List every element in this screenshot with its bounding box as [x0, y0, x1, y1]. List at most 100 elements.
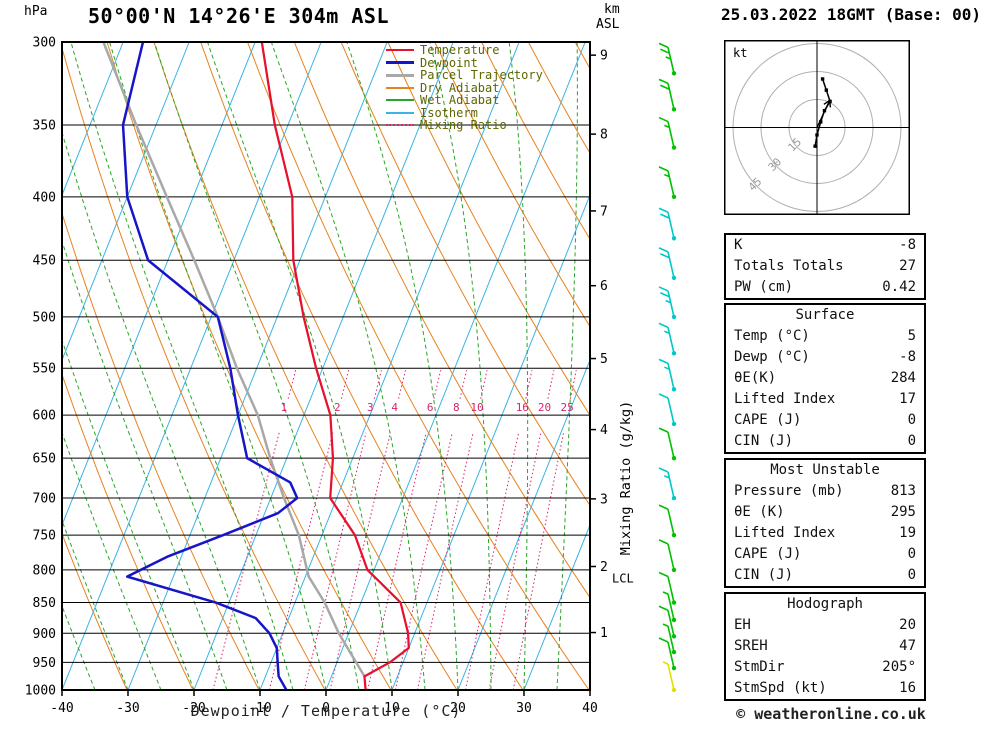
- temp-tick-label: -20: [182, 701, 205, 716]
- wind-barb: [662, 661, 677, 693]
- pressure-tick-label: 1000: [25, 684, 56, 699]
- height-unit-km: km: [604, 2, 620, 17]
- stat-label: Temp (°C): [734, 328, 810, 344]
- mixing-ratio-label: 3: [367, 401, 374, 414]
- pressure-tick-labels: 300 350 400 450 500 550 600 650 700 750 800 850 900 9…: [25, 36, 56, 699]
- wind-barb: [658, 393, 677, 427]
- height-tick-label: 6: [600, 279, 608, 294]
- mixing-ratio-labels: 1 2 3 4 6 8 10 16 20 25: [281, 401, 574, 414]
- legend-item-dry-adiabat: Dry Adiabat: [386, 80, 543, 95]
- legend-label: Dry Adiabat: [420, 80, 500, 95]
- table-title: Hodograph: [787, 596, 863, 612]
- legend-label: Parcel Trajectory: [420, 68, 543, 83]
- wind-barb: [658, 605, 677, 639]
- height-tick-label: 7: [600, 204, 608, 219]
- wind-barb: [662, 623, 677, 655]
- wind-barbs: [658, 42, 677, 693]
- legend: Temperature Dewpoint Parcel Trajectory D…: [386, 43, 543, 133]
- pressure-tick-label: 600: [33, 409, 56, 424]
- legend-item-wet-adiabat: Wet Adiabat: [386, 93, 543, 107]
- pressure-grid-lines: [62, 42, 590, 690]
- mixing-ratio-axis-label: Mixing Ratio (g/kg): [618, 401, 634, 555]
- hodograph-trace-marker: [824, 88, 829, 92]
- stat-value: 0: [907, 433, 916, 449]
- wind-barb: [658, 286, 677, 320]
- temp-tick-label: 0: [322, 701, 330, 716]
- table-row: StmSpd (kt) 16: [726, 678, 924, 699]
- lcl-marker: LCL: [612, 572, 634, 586]
- storm-motion-arrow: [816, 100, 831, 128]
- stat-label: Dewp (°C): [734, 349, 810, 365]
- mixing-ratio-label: 8: [453, 401, 460, 414]
- stat-label: Lifted Index: [734, 525, 836, 541]
- stat-value: 0: [907, 546, 916, 562]
- pressure-tick-label: 800: [33, 563, 56, 578]
- table-row: CAPE (J) 0: [726, 410, 924, 431]
- temp-tick-label: 10: [384, 701, 400, 716]
- mixing-ratio-label: 4: [391, 401, 398, 414]
- stat-value: 0: [907, 412, 916, 428]
- pressure-tick-label: 850: [33, 596, 56, 611]
- hodograph-trace-marker: [813, 144, 817, 148]
- temperature-line-swatch: [386, 49, 414, 52]
- most-unstable-table: Most Unstable Pressure (mb) 813 θE (K) 295…: [724, 458, 926, 588]
- height-tick-label: 4: [600, 423, 608, 438]
- table-row: Dewp (°C) -8: [726, 347, 924, 368]
- height-tick-label: 3: [600, 492, 608, 507]
- table-row: EH 20: [726, 615, 924, 636]
- temp-tick-label: 30: [516, 701, 532, 716]
- legend-label: Mixing Ratio: [420, 118, 507, 133]
- copyright-link[interactable]: © weatheronline.co.uk: [736, 705, 926, 723]
- mixing-ratio-line-swatch: [386, 124, 414, 127]
- stat-label: EH: [734, 617, 751, 633]
- mixing-ratio-label: 20: [538, 401, 551, 414]
- pressure-tick-label: 500: [33, 310, 56, 325]
- mixing-ratio-label: 2: [334, 401, 341, 414]
- wet-adiabat-line-swatch: [386, 99, 414, 102]
- indices-table: K -8 Totals Totals 27 PW (cm) 0.42: [724, 233, 926, 300]
- pressure-tick-label: 300: [33, 36, 56, 51]
- hodograph-trace-marker: [819, 120, 823, 124]
- isotherm-line-swatch: [386, 111, 414, 114]
- wind-barb: [658, 322, 677, 356]
- legend-label: Dewpoint: [420, 55, 478, 70]
- parcel-trajectory-curve: [102, 42, 366, 678]
- wind-barb: [658, 78, 677, 112]
- stat-value: 0.42: [882, 279, 916, 295]
- table-row: PW (cm) 0.42: [726, 277, 924, 298]
- stat-label: Totals Totals: [734, 258, 844, 274]
- table-row: StmDir 205°: [726, 657, 924, 678]
- stat-label: PW (cm): [734, 279, 794, 295]
- table-row: CAPE (J) 0: [726, 544, 924, 565]
- table-row: Temp (°C) 5: [726, 326, 924, 347]
- temp-tick-label: -40: [50, 701, 73, 716]
- height-axis-unit: km ASL: [596, 2, 620, 32]
- stat-value: -8: [899, 349, 916, 365]
- table-row: Pressure (mb) 813: [726, 481, 924, 502]
- wind-barb: [662, 591, 677, 623]
- table-row: SREH 47: [726, 636, 924, 657]
- table-row: θE (K) 295: [726, 502, 924, 523]
- stat-value: 47: [899, 638, 916, 654]
- hodograph-table: Hodograph EH 20 SREH 47 StmDir 205° StmSpd …: [724, 592, 926, 701]
- stat-value: 813: [890, 483, 916, 499]
- datetime-title: 25.03.2022 18GMT (Base: 00): [720, 5, 982, 24]
- stat-label: θE(K): [734, 370, 777, 386]
- temp-tick-label: 40: [582, 701, 598, 716]
- wind-barb: [658, 358, 677, 392]
- wind-barb: [658, 637, 677, 671]
- wind-barb: [658, 427, 677, 461]
- pressure-tick-label: 700: [33, 492, 56, 507]
- legend-item-parcel: Parcel Trajectory: [386, 68, 543, 83]
- wind-barb: [658, 504, 677, 538]
- stat-label: StmSpd (kt): [734, 680, 827, 696]
- x-axis-label: Dewpoint / Temperature (°C): [190, 702, 462, 720]
- legend-item-dewpoint: Dewpoint: [386, 55, 543, 70]
- hodograph-ring-label: 15: [785, 136, 804, 155]
- stat-value: 16: [899, 680, 916, 696]
- stat-label: CIN (J): [734, 433, 794, 449]
- height-tick-label: 5: [600, 352, 608, 367]
